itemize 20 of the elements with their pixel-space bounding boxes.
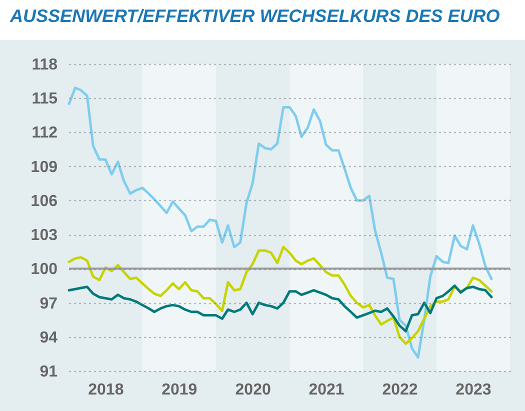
x-tick-label: 2021	[308, 382, 344, 398]
y-tick-label: 97	[40, 295, 58, 312]
x-tick-label: 2018	[88, 382, 124, 398]
y-tick-label: 100	[30, 261, 58, 278]
y-tick-label: 91	[40, 364, 58, 380]
chart-title: AUSSENWERT/EFFEKTIVER WECHSELKURS DES EURO	[9, 6, 500, 26]
line-series	[68, 284, 493, 332]
y-tick-label: 94	[40, 329, 58, 346]
x-tick-label: 2022	[382, 382, 418, 398]
x-tick-label: 2023	[456, 382, 492, 398]
y-tick-label: 118	[32, 56, 58, 74]
y-tick-label: 115	[32, 90, 58, 108]
line-series	[68, 86, 493, 359]
y-tick-label: 103	[30, 227, 58, 244]
line-series	[68, 246, 493, 345]
y-tick-label: 112	[32, 124, 58, 142]
x-tick-label: 2020	[235, 382, 271, 398]
y-tick-label: 106	[30, 192, 58, 210]
y-tick-label: 109	[30, 158, 58, 176]
x-tick-label: 2019	[162, 382, 198, 398]
